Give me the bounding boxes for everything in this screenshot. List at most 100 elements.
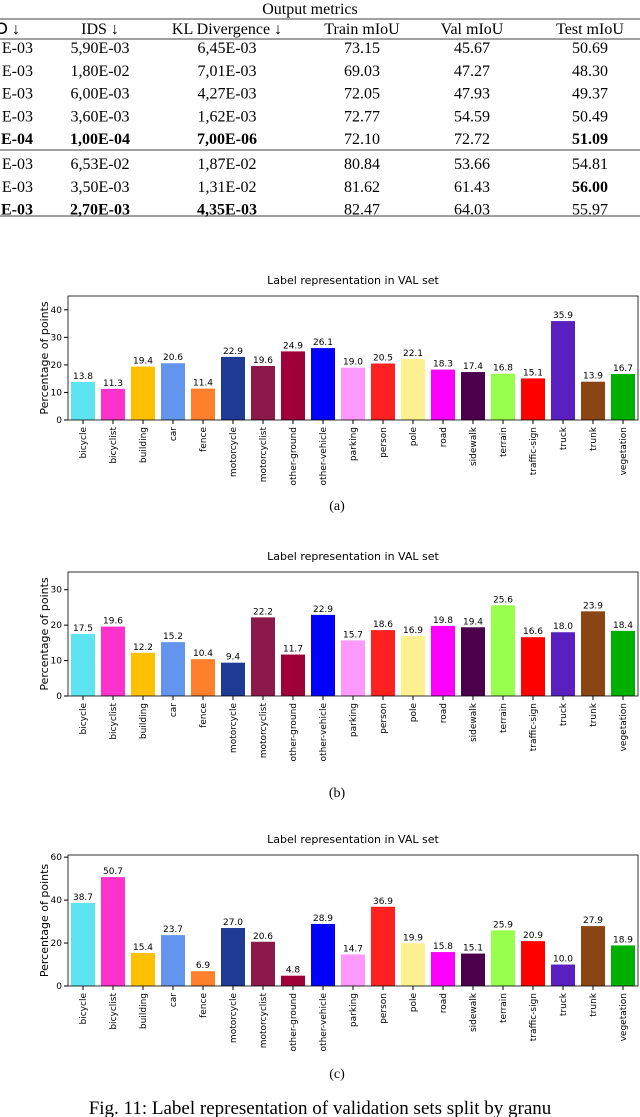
table-cell: 82.47 [344, 202, 380, 219]
bar [101, 877, 125, 986]
value-label: 24.9 [283, 341, 303, 351]
x-tick-label: car [169, 703, 179, 717]
x-tick-label: terrain [499, 427, 509, 457]
x-tick-label: trunk [589, 992, 599, 1017]
bar [191, 388, 215, 420]
value-label: 18.0 [553, 622, 573, 632]
bar [521, 378, 545, 420]
y-tick-label: 10 [51, 657, 63, 667]
table-cell: 55.97 [572, 202, 608, 219]
table-cell: 5,90E-03 [70, 40, 129, 57]
value-label: 25.6 [493, 595, 513, 605]
x-tick-label: vegetation [619, 703, 629, 751]
bar [221, 356, 245, 420]
bar [101, 388, 125, 420]
x-tick-label: trunk [589, 702, 599, 727]
x-tick-label: pole [409, 703, 419, 723]
value-label: 22.2 [253, 607, 273, 617]
value-label: 17.4 [463, 362, 483, 372]
x-tick-label: building [139, 993, 149, 1029]
bar [611, 373, 635, 420]
x-tick-label: other-ground [289, 703, 299, 762]
table-group-header: Output metrics [262, 1, 358, 18]
x-tick-label: road [439, 993, 449, 1013]
table-header-cell: Ↄ ↓ [0, 21, 20, 38]
y-tick-label: 60 [51, 853, 63, 863]
value-label: 13.9 [583, 372, 603, 382]
bar [281, 351, 305, 420]
x-tick-label: motorcycle [229, 703, 239, 754]
table-header-cell: IDS ↓ [81, 21, 119, 38]
bar [341, 367, 365, 420]
value-label: 50.7 [103, 867, 123, 877]
table-cell: 72.10 [344, 131, 380, 148]
table-cell: E-04 [1, 131, 33, 148]
y-tick-label: 10 [51, 388, 63, 398]
table-cell: 69.03 [344, 63, 380, 80]
value-label: 18.3 [433, 360, 453, 370]
value-label: 13.8 [73, 372, 93, 382]
table-cell: 50.69 [572, 40, 608, 57]
table-cell: 1,80E-02 [70, 63, 129, 80]
value-label: 22.9 [223, 347, 243, 357]
value-label: 19.6 [253, 356, 273, 366]
table-cell: 49.37 [572, 86, 608, 103]
bar [581, 381, 605, 420]
bar [311, 614, 335, 696]
x-tick-label: traffic-sign [529, 703, 539, 751]
subcaption: (c) [329, 1067, 345, 1082]
bar [401, 636, 425, 696]
value-label: 11.4 [193, 379, 213, 389]
bar [71, 902, 95, 986]
value-label: 20.5 [373, 354, 393, 364]
bar [551, 632, 575, 696]
x-tick-label: bicycle [79, 993, 89, 1025]
x-tick-label: traffic-sign [529, 993, 539, 1041]
table-cell: 61.43 [454, 179, 490, 196]
value-label: 6.9 [196, 961, 211, 971]
table-cell: E-03 [2, 63, 33, 80]
table-cell: 7,00E-06 [197, 131, 257, 148]
y-axis-label: Percentage of points [38, 577, 51, 691]
bar [611, 945, 635, 986]
value-label: 27.9 [583, 916, 603, 926]
x-tick-label: person [379, 703, 389, 734]
value-label: 14.7 [343, 944, 363, 954]
table-header-cell: Test mIoU [556, 21, 624, 38]
bar [101, 626, 125, 696]
bar [431, 369, 455, 420]
bar [131, 366, 155, 420]
table-cell: 53.66 [454, 156, 490, 173]
bar [281, 975, 305, 986]
chart-title: Label representation in VAL set [267, 550, 439, 563]
y-axis-label: Percentage of points [38, 301, 51, 415]
value-label: 16.9 [403, 626, 423, 636]
value-label: 18.4 [613, 621, 633, 631]
x-tick-label: car [169, 427, 179, 441]
table-cell: 72.77 [344, 108, 380, 125]
bar [341, 640, 365, 696]
value-label: 22.9 [313, 605, 333, 615]
x-tick-label: bicyclist [109, 427, 119, 464]
bar [611, 630, 635, 696]
x-tick-label: terrain [499, 993, 509, 1023]
table-header-cell: KL Divergence ↓ [172, 21, 282, 38]
figure-caption: Fig. 11: Label representation of validat… [89, 1098, 552, 1117]
value-label: 23.7 [163, 925, 183, 935]
subcaption: (b) [329, 786, 346, 801]
bar [131, 652, 155, 696]
y-tick-label: 20 [51, 939, 63, 949]
value-label: 16.7 [613, 364, 633, 374]
table-header-cell: Train mIoU [324, 21, 400, 38]
table-cell: E-03 [2, 108, 33, 125]
bar [221, 662, 245, 696]
bar [221, 928, 245, 986]
bar [251, 617, 275, 696]
x-tick-label: other-vehicle [319, 427, 329, 486]
bar [311, 923, 335, 986]
table-cell: 6,45E-03 [197, 40, 256, 57]
value-label: 23.9 [583, 601, 603, 611]
table-cell: 56.00 [572, 179, 608, 196]
x-tick-label: parking [349, 703, 359, 737]
value-label: 19.4 [463, 617, 483, 627]
